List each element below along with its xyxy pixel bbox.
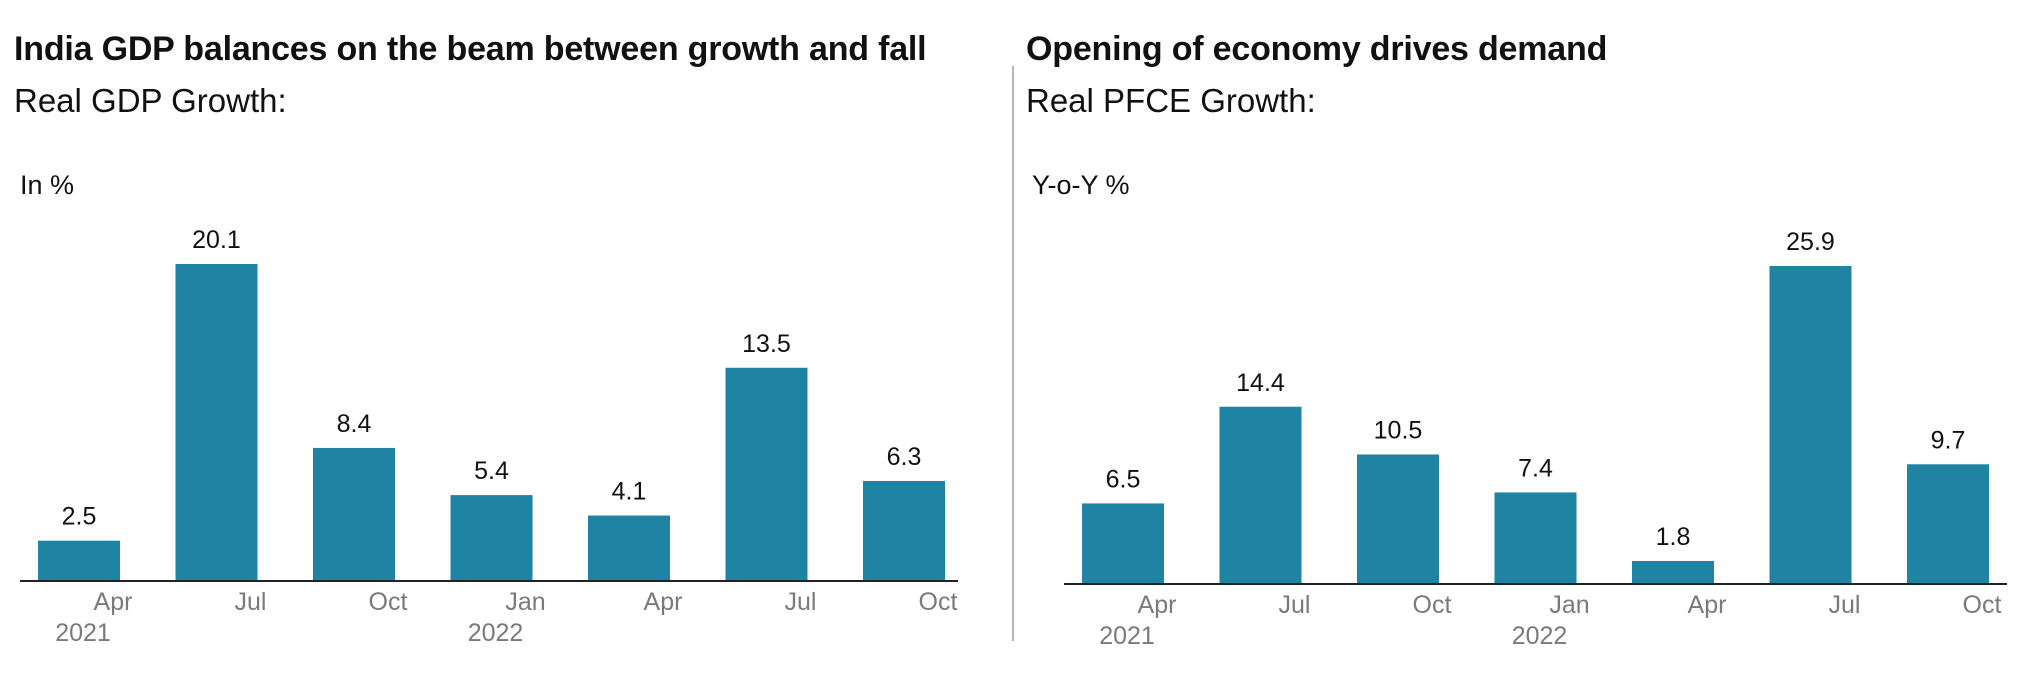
- data-label: 4.1: [612, 478, 647, 506]
- bar: [1219, 406, 1302, 583]
- panel-divider: [1012, 66, 1014, 641]
- bar: [38, 540, 120, 580]
- bar: [588, 515, 670, 580]
- data-label: 20.1: [192, 226, 241, 254]
- chart-panel-gdp: India GDP balances on the beam between g…: [0, 0, 1012, 677]
- x-tick-label: Oct: [1413, 591, 1452, 619]
- chart-title: India GDP balances on the beam between g…: [14, 30, 927, 68]
- x-tick-label: Jul: [785, 588, 817, 616]
- data-label: 2.5: [62, 503, 97, 531]
- data-label: 8.4: [337, 410, 372, 438]
- x-tick-label: Apr: [644, 588, 683, 616]
- x-tick-year-label: 2021: [55, 619, 111, 647]
- y-unit-label: Y-o-Y %: [1032, 170, 1130, 200]
- chart-subtitle: Real PFCE Growth:: [1026, 82, 1316, 119]
- x-tick-label: Oct: [1963, 591, 2002, 619]
- y-unit-label: In %: [20, 170, 75, 200]
- bar: [1357, 454, 1439, 583]
- x-tick-label: Jul: [235, 588, 267, 616]
- data-label: 5.4: [474, 457, 509, 485]
- chart-subtitle: Real GDP Growth:: [14, 82, 287, 119]
- chart-title: Opening of economy drives demand: [1026, 30, 1608, 68]
- x-tick-label: Jan: [505, 588, 545, 616]
- bar: [450, 495, 533, 580]
- x-tick-label: Jul: [1829, 591, 1861, 619]
- pfce-bar-chart: 6.5 Apr 2021 14.4 Jul 10.5 Oct 7.4 Jan 2022 1.8 Apr…: [1064, 228, 2007, 650]
- x-tick-label: Oct: [369, 588, 408, 616]
- chart-panel-pfce: Opening of economy drives demand Real PF…: [1012, 0, 2026, 677]
- bar: [1494, 492, 1577, 583]
- x-tick-label: Apr: [1688, 591, 1727, 619]
- x-tick-label: Jul: [1279, 591, 1311, 619]
- bar: [1769, 266, 1852, 583]
- x-tick-year-label: 2021: [1099, 622, 1155, 650]
- x-tick-label: Jan: [1549, 591, 1589, 619]
- data-label: 25.9: [1786, 228, 1835, 256]
- x-tick-label: Oct: [919, 588, 958, 616]
- x-tick-year-label: 2022: [1512, 622, 1568, 650]
- gdp-bar-chart: 2.5 Apr 2021 20.1 Jul 8.4 Oct 5.4 Jan 2022 4.1 Apr 1…: [20, 226, 958, 647]
- data-label: 14.4: [1236, 369, 1285, 397]
- bar: [175, 264, 258, 580]
- bar: [313, 447, 395, 580]
- bar: [1632, 560, 1714, 583]
- bar: [1907, 464, 1989, 583]
- bar: [1082, 503, 1164, 583]
- x-tick-year-label: 2022: [468, 619, 524, 647]
- x-tick-label: Apr: [1138, 591, 1177, 619]
- bar: [863, 480, 945, 580]
- data-label: 7.4: [1518, 454, 1553, 482]
- data-label: 9.7: [1931, 426, 1966, 454]
- bar: [725, 367, 808, 580]
- data-label: 10.5: [1374, 416, 1423, 444]
- data-label: 6.5: [1106, 465, 1141, 493]
- data-label: 1.8: [1656, 523, 1691, 551]
- data-label: 13.5: [742, 330, 791, 358]
- data-label: 6.3: [887, 443, 922, 471]
- x-tick-label: Apr: [94, 588, 133, 616]
